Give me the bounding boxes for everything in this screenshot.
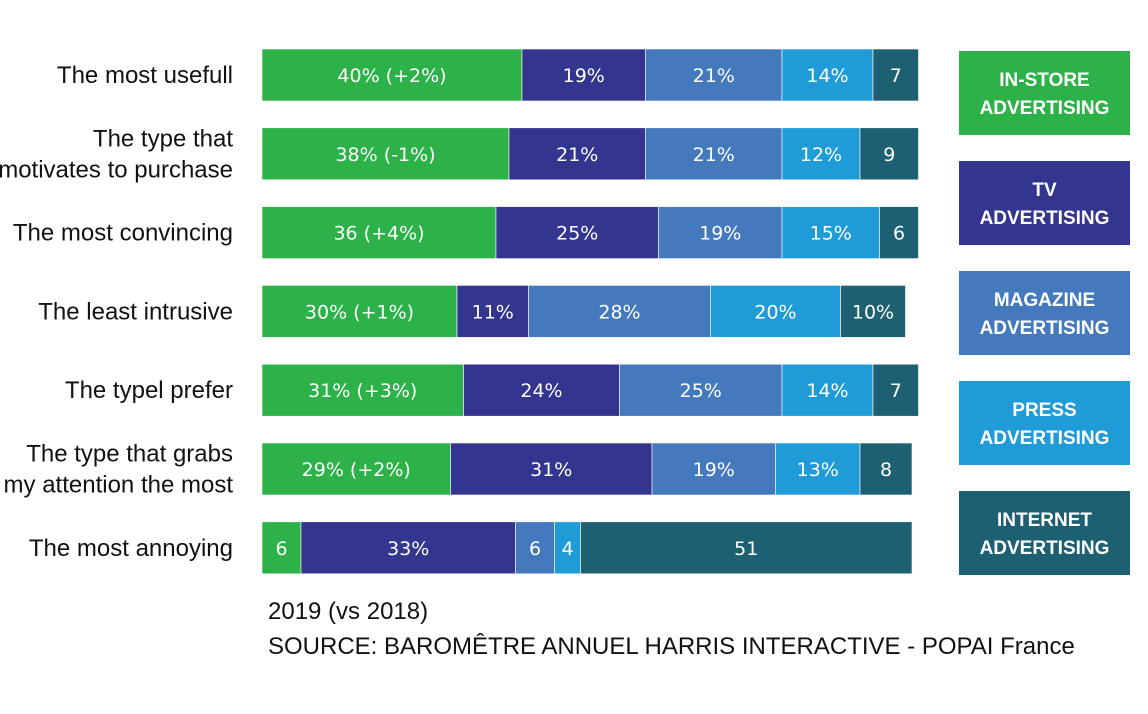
bar-segment <box>450 442 653 496</box>
data-label: 29% (+2%) <box>302 459 411 481</box>
bar-segment <box>775 442 861 496</box>
bar-segment <box>463 363 620 417</box>
data-label: 21% <box>556 144 598 166</box>
category-label: The type that grabs <box>26 441 233 468</box>
legend: IN-STORE ADVERTISING TV ADVERTISING MAGAZINE… <box>959 51 1130 575</box>
legend-swatch <box>959 381 1130 465</box>
legend-label: IN-STORE <box>999 70 1089 91</box>
category-label: The most convincing <box>13 220 233 247</box>
data-label: 11% <box>472 301 514 323</box>
category-labels: The most usefull The type that motivates t… <box>0 62 233 562</box>
bar-segment <box>781 206 880 259</box>
bar-segment <box>781 48 874 102</box>
legend-label: INTERNET <box>997 510 1092 531</box>
legend-swatch <box>959 51 1130 135</box>
category-label: The least intrusive <box>38 298 233 325</box>
data-label: 20% <box>754 301 796 323</box>
data-label: 40% (+2%) <box>337 65 446 87</box>
data-label: 12% <box>800 144 842 166</box>
bars-group: 40% (+2%) 19% 21% 14% 7 38% (-1%) 21% 21% 12% 9 36… <box>261 48 919 575</box>
bar-segment <box>710 285 841 338</box>
category-label: my attention the most <box>4 472 234 499</box>
bar-segment <box>261 127 510 181</box>
category-label: The most annoying <box>29 535 233 562</box>
bar-segment <box>840 285 906 338</box>
bar-segment <box>580 521 913 575</box>
data-label: 38% (-1%) <box>335 144 435 166</box>
data-label: 28% <box>598 301 640 323</box>
bar-segment <box>508 127 646 181</box>
legend-swatch <box>959 491 1130 575</box>
bar-segment <box>879 206 919 259</box>
bar-segment <box>859 127 919 181</box>
legend-label: ADVERTISING <box>980 98 1110 119</box>
bar-segment <box>528 285 711 338</box>
data-label: 19% <box>699 223 741 245</box>
legend-label: ADVERTISING <box>980 318 1110 339</box>
legend-label: ADVERTISING <box>980 538 1110 559</box>
data-label: 30% (+1%) <box>305 301 414 323</box>
data-label: 7 <box>890 65 902 87</box>
legend-label: ADVERTISING <box>980 428 1110 449</box>
footnote-period: 2019 (vs 2018) <box>268 598 429 625</box>
bar-segment <box>872 48 919 102</box>
data-label: 51 <box>734 538 758 560</box>
legend-label: MAGAZINE <box>994 290 1095 311</box>
data-label: 4 <box>561 538 573 560</box>
bar-segment <box>859 442 913 496</box>
bar-segment <box>658 206 783 259</box>
data-label: 7 <box>890 380 902 402</box>
data-label: 8 <box>880 459 892 481</box>
data-label: 31% (+3%) <box>308 380 417 402</box>
data-label: 21% <box>693 144 735 166</box>
bar-segment <box>645 48 783 102</box>
data-label: 13% <box>797 459 839 481</box>
footnote-source: SOURCE: BAROMÊTRE ANNUEL HARRIS INTERACT… <box>268 633 1075 660</box>
data-label: 10% <box>852 301 894 323</box>
data-label: 31% <box>530 459 572 481</box>
data-label: 33% <box>387 538 429 560</box>
legend-label: PRESS <box>1012 400 1076 421</box>
legend-swatch <box>959 161 1130 245</box>
bar-segment <box>495 206 659 259</box>
data-label: 15% <box>810 223 852 245</box>
bar-segment <box>261 521 302 575</box>
data-label: 6 <box>529 538 541 560</box>
legend-label: ADVERTISING <box>980 208 1110 229</box>
bar-segment <box>261 48 523 102</box>
bar-segment <box>619 363 783 417</box>
bar-segment <box>872 363 919 417</box>
legend-label: TV <box>1032 180 1057 201</box>
bar-segment <box>645 127 783 181</box>
category-label: The typel prefer <box>65 377 233 404</box>
data-label: 21% <box>693 65 735 87</box>
category-label: motivates to purchase <box>0 156 233 183</box>
data-label: 9 <box>883 144 895 166</box>
data-label: 19% <box>693 459 735 481</box>
data-label: 6 <box>893 223 905 245</box>
bar-segment <box>781 127 861 181</box>
data-label: 36 (+4%) <box>333 223 424 245</box>
category-label: The most usefull <box>57 62 233 89</box>
bar-segment <box>261 285 458 338</box>
data-label: 25% <box>680 380 722 402</box>
bar-segment <box>261 363 464 417</box>
data-label: 25% <box>556 223 598 245</box>
bar-segment <box>521 48 646 102</box>
bar-segment <box>554 521 581 575</box>
category-label: The type that <box>93 125 233 152</box>
data-label: 24% <box>520 380 562 402</box>
bar-segment <box>651 442 776 496</box>
bar-segment <box>456 285 529 338</box>
data-label: 14% <box>806 65 848 87</box>
data-label: 14% <box>806 380 848 402</box>
data-label: 19% <box>563 65 605 87</box>
legend-swatch <box>959 271 1130 355</box>
data-label: 6 <box>275 538 287 560</box>
